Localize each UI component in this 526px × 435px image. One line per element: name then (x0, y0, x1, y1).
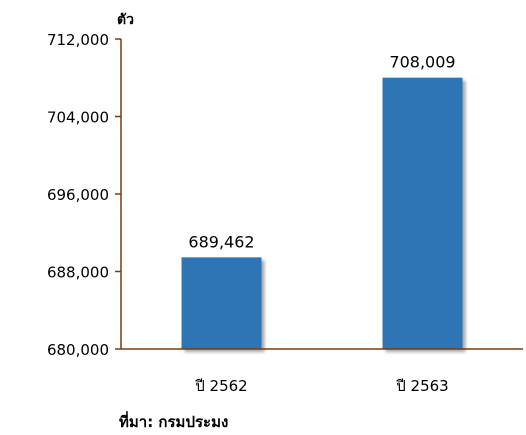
y-tick-label: 688,000 (47, 264, 109, 282)
data-labels-group: 689,462 708,009 (188, 53, 455, 252)
y-tick-label: 704,000 (47, 109, 109, 127)
category-labels-group: ปี 2562 ปี 2563 (194, 377, 448, 395)
source-note: ที่มา: กรมประมง (119, 411, 228, 431)
y-tick-label: 696,000 (47, 186, 109, 204)
y-tick-label: 712,000 (47, 31, 109, 49)
x-category-label: ปี 2563 (395, 377, 448, 395)
bar (181, 257, 262, 349)
y-axis-ticks: 680,000 688,000 696,000 704,000 712,000 (47, 31, 121, 359)
x-category-label: ปี 2562 (194, 377, 247, 395)
bars-group (181, 77, 463, 349)
bar (382, 77, 463, 349)
data-label: 708,009 (389, 53, 455, 72)
data-label: 689,462 (188, 232, 254, 251)
y-axis-unit-label: ตัว (117, 12, 134, 28)
y-tick-label: 680,000 (47, 341, 109, 359)
